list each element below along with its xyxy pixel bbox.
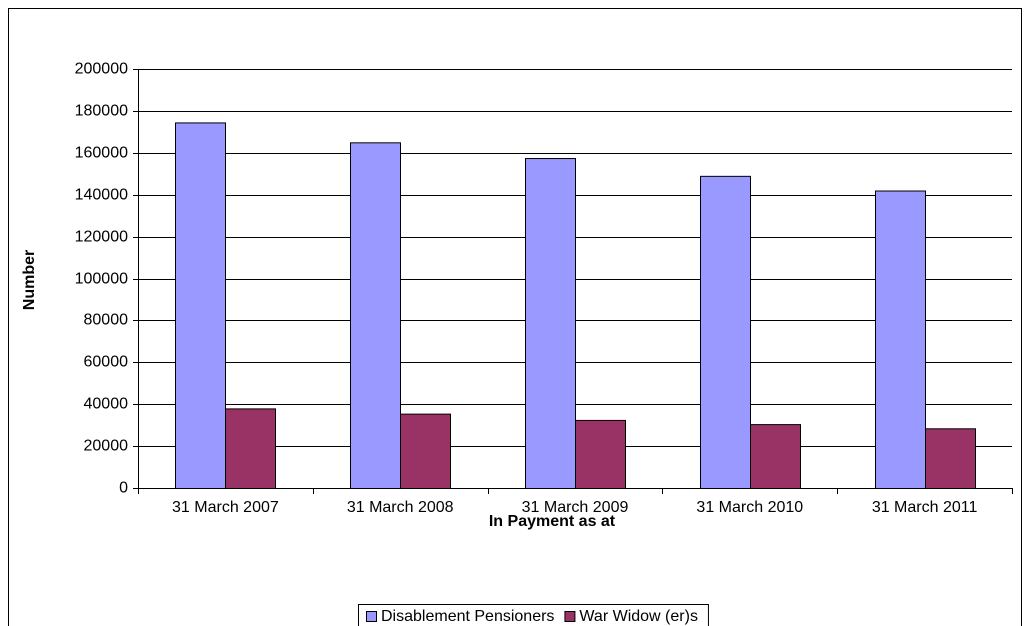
x-tick-label: 31 March 2009: [522, 499, 629, 516]
chart-border: [8, 8, 1022, 626]
y-tick-label: 160000: [75, 145, 128, 162]
bar: [700, 175, 751, 489]
x-tick-label: 31 March 2010: [696, 499, 803, 516]
y-tick-label: 140000: [75, 187, 128, 204]
bar: [925, 428, 976, 490]
y-tick-label: 60000: [84, 354, 129, 371]
x-tick-label: 31 March 2007: [172, 499, 279, 516]
legend-swatch: [366, 611, 377, 622]
bar: [175, 122, 226, 490]
bar: [525, 158, 576, 489]
legend-label: War Widow (er)s: [579, 608, 698, 625]
legend-label: Disablement Pensioners: [381, 608, 554, 625]
bar: [350, 142, 401, 489]
bar: [400, 413, 451, 489]
y-tick-label: 100000: [75, 271, 128, 288]
y-tick-label: 120000: [75, 229, 128, 246]
bar: [225, 408, 276, 490]
y-tick-label: 40000: [84, 396, 129, 413]
y-tick-label: 200000: [75, 61, 128, 78]
y-tick-label: 80000: [84, 312, 129, 329]
legend-swatch: [564, 611, 576, 622]
legend-box: [358, 604, 709, 626]
x-axis-title: In Payment as at: [489, 513, 616, 530]
x-tick-label: 31 March 2011: [872, 499, 978, 516]
y-axis-title: Number: [21, 250, 38, 310]
y-tick-label: 0: [119, 480, 128, 497]
y-tick-label: 180000: [75, 103, 128, 120]
y-tick-label: 20000: [84, 438, 129, 455]
x-tick-label: 31 March 2008: [347, 499, 454, 516]
legend: Disablement Pensioners War Widow (er)s: [358, 604, 709, 626]
bar: [575, 419, 626, 490]
bar: [875, 190, 926, 489]
bar: [750, 424, 801, 490]
